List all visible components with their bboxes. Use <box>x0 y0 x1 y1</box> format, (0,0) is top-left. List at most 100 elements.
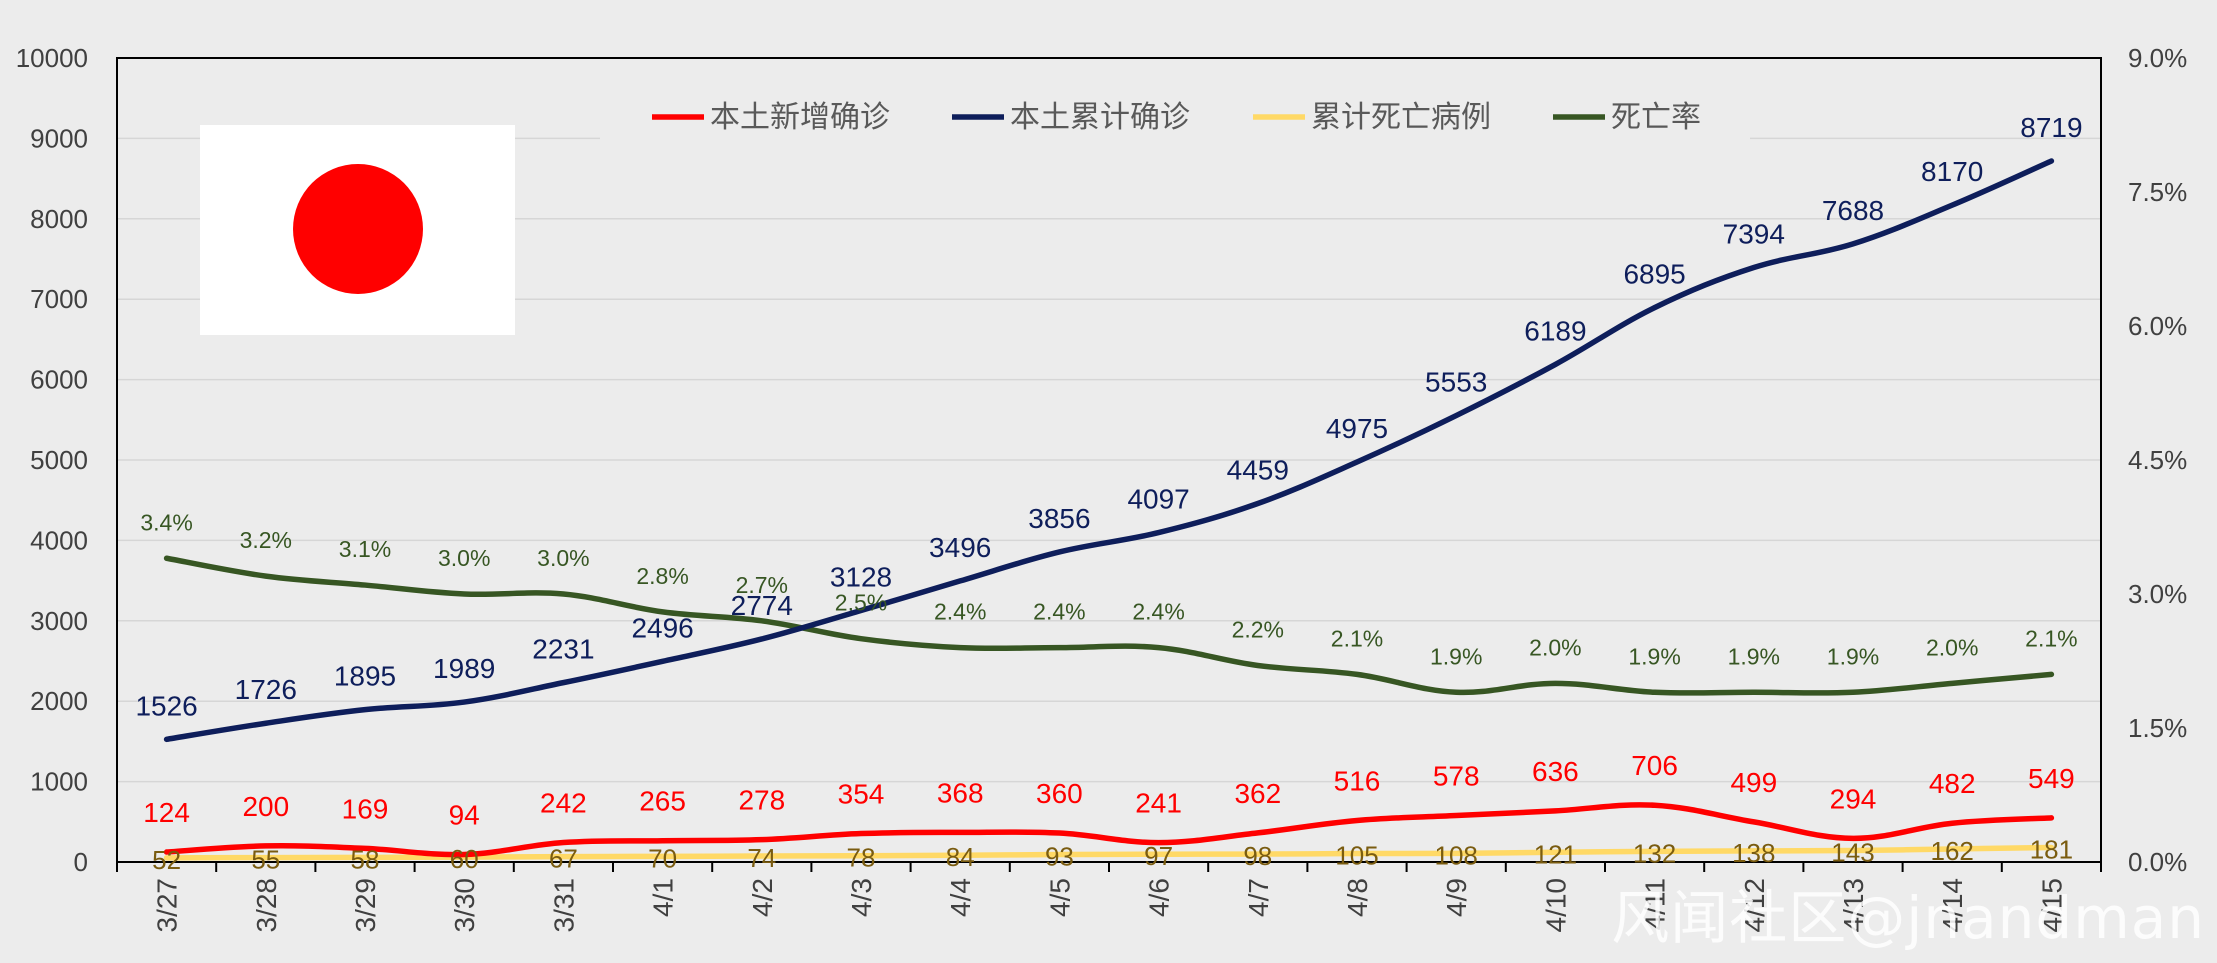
new-cases-label: 499 <box>1730 767 1777 798</box>
cumulative-cases-label: 1526 <box>135 690 197 721</box>
x-tick-label: 4/13 <box>1838 878 1869 933</box>
series-lines <box>163 158 2055 861</box>
deaths-label: 138 <box>1732 838 1775 868</box>
right-tick-label: 9.0% <box>2128 43 2187 73</box>
x-axis: 3/27 3/28 3/29 3/30 3/31 4/1 4/2 4/3 4/4 4/5 4/6 4/… <box>116 862 2102 933</box>
left-tick-label: 9000 <box>30 123 88 153</box>
new-cases-label: 241 <box>1135 788 1182 819</box>
x-tick-label: 3/28 <box>251 878 282 933</box>
death-rate-label: 3.0% <box>537 545 589 571</box>
x-tick-label: 4/8 <box>1342 878 1373 917</box>
left-tick-label: 10000 <box>16 43 88 73</box>
cumulative-cases-label: 4459 <box>1227 454 1289 485</box>
new-cases-label: 278 <box>738 785 785 816</box>
x-tick-label: 4/12 <box>1739 878 1770 933</box>
cumulative-cases-label: 8170 <box>1921 156 1983 187</box>
deaths-label: 98 <box>1243 841 1272 871</box>
legend: 本土新增确诊 本土累计确诊 累计死亡病例 死亡率 <box>600 92 1750 142</box>
new-cases-label: 265 <box>639 786 686 817</box>
death-rate-label: 2.2% <box>1232 616 1284 642</box>
deaths-label: 60 <box>450 844 479 874</box>
cumulative-cases-label: 3856 <box>1028 503 1090 534</box>
cumulative-cases-label: 7394 <box>1723 219 1785 250</box>
legend-label: 本土累计确诊 <box>1010 100 1190 135</box>
legend-label: 累计死亡病例 <box>1311 100 1491 135</box>
deaths-label: 143 <box>1831 838 1874 868</box>
death-rate-label: 2.5% <box>835 590 887 616</box>
left-tick-label: 3000 <box>30 606 88 636</box>
new-cases-label: 354 <box>838 779 885 810</box>
death-rate-label: 2.1% <box>2025 625 2077 651</box>
japan-flag-icon <box>200 125 515 335</box>
death-rate-label: 2.1% <box>1331 625 1383 651</box>
x-tick-label: 4/14 <box>1937 878 1968 933</box>
cumulative-cases-label: 4975 <box>1326 413 1388 444</box>
deaths-label: 84 <box>946 842 975 872</box>
deaths-label: 181 <box>2030 834 2073 864</box>
left-tick-label: 4000 <box>30 525 88 555</box>
new-cases-label: 516 <box>1334 766 1381 797</box>
left-tick-label: 7000 <box>30 284 88 314</box>
death-rate-label: 1.9% <box>1430 643 1482 669</box>
new-cases-label: 294 <box>1830 783 1877 814</box>
death-rate-label: 3.1% <box>339 536 391 562</box>
death-rate-label: 1.9% <box>1628 643 1680 669</box>
death-rate-label: 2.4% <box>1132 599 1184 625</box>
x-tick-label: 4/1 <box>648 878 679 917</box>
deaths-label: 78 <box>847 843 876 873</box>
flag-disc <box>293 164 423 294</box>
deaths-label: 162 <box>1931 836 1974 866</box>
new-cases-label: 362 <box>1234 778 1281 809</box>
death-rate-label: 2.4% <box>1033 599 1085 625</box>
right-tick-label: 3.0% <box>2128 579 2187 609</box>
x-tick-label: 4/6 <box>1144 878 1175 917</box>
x-tick-label: 3/27 <box>152 878 183 933</box>
deaths-label: 58 <box>351 844 380 874</box>
right-tick-label: 7.5% <box>2128 177 2187 207</box>
x-tick-label: 3/30 <box>449 878 480 933</box>
death-rate-label: 3.0% <box>438 545 490 571</box>
new-cases-label: 706 <box>1631 750 1678 781</box>
death-rate-label: 2.7% <box>736 572 788 598</box>
series-line-0 <box>163 802 2055 858</box>
x-tick-label: 4/15 <box>2036 878 2067 933</box>
new-cases-label: 549 <box>2028 763 2075 794</box>
deaths-label: 70 <box>648 843 677 873</box>
x-tick-label: 4/10 <box>1540 878 1571 933</box>
x-tick-label: 3/29 <box>350 878 381 933</box>
cumulative-cases-label: 2774 <box>731 590 793 621</box>
deaths-label: 132 <box>1633 838 1676 868</box>
left-tick-label: 6000 <box>30 365 88 395</box>
new-cases-label: 124 <box>143 797 190 828</box>
cumulative-cases-label: 5553 <box>1425 367 1487 398</box>
series-line-2 <box>163 844 2055 861</box>
right-tick-label: 0.0% <box>2128 847 2187 877</box>
left-axis: 0 1000 2000 3000 4000 5000 6000 7000 8000 9000 100… <box>16 43 88 877</box>
left-tick-label: 5000 <box>30 445 88 475</box>
right-tick-label: 1.5% <box>2128 713 2187 743</box>
x-tick-label: 3/31 <box>548 878 579 933</box>
death-rate-label: 1.9% <box>1728 643 1780 669</box>
new-cases-label: 368 <box>937 777 984 808</box>
deaths-label: 55 <box>251 845 280 875</box>
death-rate-label: 2.0% <box>1529 634 1581 660</box>
new-cases-label: 242 <box>540 788 587 819</box>
deaths-label: 67 <box>549 844 578 874</box>
deaths-label: 74 <box>747 843 776 873</box>
cumulative-cases-label: 2496 <box>631 612 693 643</box>
new-cases-label: 360 <box>1036 778 1083 809</box>
series-line-3 <box>163 555 2055 696</box>
right-tick-label: 4.5% <box>2128 445 2187 475</box>
cumulative-cases-label: 6895 <box>1623 259 1685 290</box>
new-cases-label: 169 <box>342 793 389 824</box>
new-cases-label: 200 <box>242 791 289 822</box>
data-labels: 124 200 169 94 242 265 278 354 368 360 241 362 516 57… <box>135 112 2082 875</box>
x-tick-label: 4/9 <box>1441 878 1472 917</box>
right-axis: 0.0% 1.5% 3.0% 4.5% 6.0% 7.5% 9.0% <box>2128 43 2187 877</box>
cumulative-cases-label: 3496 <box>929 532 991 563</box>
death-rate-label: 2.8% <box>636 563 688 589</box>
x-tick-label: 4/5 <box>1044 878 1075 917</box>
left-tick-label: 1000 <box>30 767 88 797</box>
watermark: 风闻社区@jnandman <box>1611 884 2205 952</box>
